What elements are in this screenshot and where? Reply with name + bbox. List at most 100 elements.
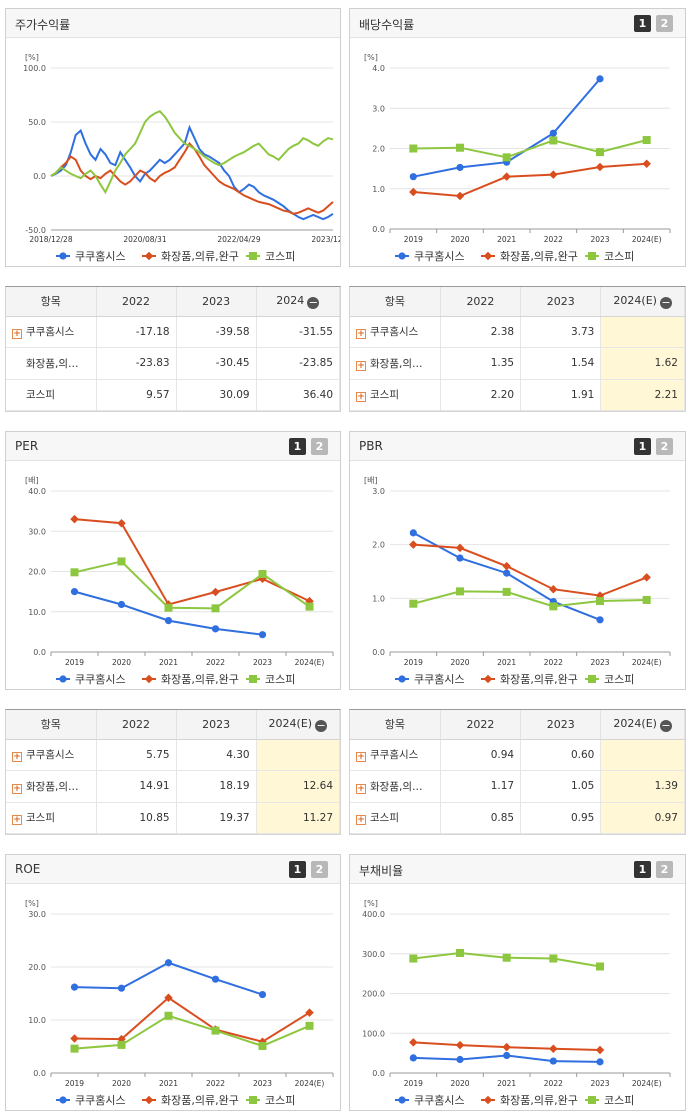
collapse-icon[interactable]: −	[659, 295, 672, 309]
series-3	[409, 136, 651, 162]
y-tick-label: 400.0	[362, 910, 385, 919]
unit-label: [배]	[25, 476, 39, 485]
legend-label: 화장품,의류,완구	[500, 1094, 578, 1107]
data-point	[456, 554, 464, 562]
data-point	[164, 617, 173, 625]
expand-icon[interactable]: +	[356, 752, 366, 763]
table-cell: -23.83	[96, 347, 177, 380]
roe-chart: [%] 30.0 20.0 10.0 0.0 2019 2020 2021 2022 2023 20…	[25, 899, 334, 1107]
page-1-button[interactable]: 1	[289, 861, 306, 878]
table-cell: 2.20	[440, 379, 522, 411]
x-tick-label: 2021	[159, 1079, 178, 1088]
legend-item: 쿠쿠홈시스	[395, 1093, 465, 1107]
legend-label: 화장품,의류,완구	[161, 250, 239, 263]
per-table: 항목 2022 2023 2024(E) − + 쿠쿠홈시스 5.75 4.30 + 화장품,의… 1…	[5, 709, 341, 835]
table-cell: 1.91	[520, 379, 602, 411]
page-1-button[interactable]: 1	[634, 861, 651, 878]
expand-icon[interactable]: +	[12, 752, 22, 763]
panel-title: ROE	[15, 862, 41, 876]
data-point	[70, 983, 79, 991]
x-tick-label: 2020	[450, 235, 469, 244]
data-point	[211, 1026, 220, 1035]
data-point	[549, 129, 557, 137]
expand-icon[interactable]: +	[356, 392, 366, 403]
pbr-panel: PBR 1 2 [배] 3.0 2.0 1.0 0.0 2019 2020 2021 2022 2…	[349, 431, 686, 690]
panel-title: PER	[15, 439, 39, 453]
legend-label: 코스피	[265, 673, 295, 686]
series-line	[74, 518, 310, 606]
legend-item: 화장품,의류,완구	[481, 1094, 578, 1107]
pbr-table: 항목 2022 2023 2024(E) − + 쿠쿠홈시스 0.94 0.60 + 화장품,의… 1…	[349, 709, 686, 835]
collapse-icon[interactable]: −	[315, 718, 328, 732]
table-row: + 화장품,의… 14.91 18.19 12.64	[6, 770, 341, 803]
page-1-button[interactable]: 1	[634, 15, 651, 32]
unit-label: [%]	[25, 899, 39, 908]
x-tick-label: 2023	[590, 1079, 609, 1088]
y-tick-label: 20.0	[28, 963, 46, 972]
legend-item: 화장품,의류,완구	[481, 250, 578, 263]
y-tick-label: 0.0	[372, 1069, 385, 1078]
column-header: 2022	[440, 710, 522, 740]
data-point	[502, 953, 511, 962]
x-tick-label: 2023	[253, 658, 272, 667]
data-point	[549, 954, 558, 963]
page-2-button[interactable]: 2	[311, 438, 328, 455]
panel-header: PER 1 2	[6, 432, 340, 461]
y-tick-label: 10.0	[28, 608, 46, 617]
table-cell: 18.19	[176, 770, 257, 803]
expand-icon[interactable]: +	[356, 815, 366, 826]
column-header: 2024−	[256, 287, 341, 317]
data-point	[305, 1021, 314, 1030]
column-header: 2022	[440, 287, 522, 317]
legend-item: 코스피	[585, 1094, 634, 1107]
series-line	[50, 124, 334, 221]
data-point	[456, 143, 464, 152]
page-1-button[interactable]: 1	[289, 438, 306, 455]
x-tick-label: 2021	[159, 658, 178, 667]
x-tick-label: 2019	[404, 1079, 423, 1088]
y-tick-label: 20.0	[28, 568, 46, 577]
legend-label: 쿠쿠홈시스	[414, 249, 465, 263]
data-point	[164, 1011, 173, 1020]
expand-icon[interactable]: +	[12, 783, 22, 794]
collapse-icon[interactable]: −	[307, 295, 320, 309]
stock-return-panel: 주가수익률 [%] 100.0 50.0 0.0 -50.0 2018/12/28 2020…	[5, 8, 355, 267]
table-cell: 1.39	[600, 770, 685, 803]
x-tick-label: 2022	[544, 658, 563, 667]
column-header: 2022	[96, 287, 177, 317]
data-point	[117, 518, 126, 528]
row-label: + 화장품,의…	[350, 770, 441, 803]
expand-icon[interactable]: +	[356, 360, 366, 371]
table-cell: 0.97	[600, 802, 685, 834]
expand-icon[interactable]: +	[356, 329, 366, 340]
table-cell: 5.75	[96, 739, 177, 771]
data-point	[588, 675, 596, 683]
page-2-button[interactable]: 2	[656, 861, 673, 878]
per-chart: [배] 40.0 30.0 20.0 10.0 0.0 2019 2020 2021 2022 20…	[25, 476, 334, 686]
data-point	[70, 514, 79, 524]
page-2-button[interactable]: 2	[656, 15, 673, 32]
series-1	[409, 529, 604, 624]
column-header: 2023	[520, 287, 602, 317]
x-tick-label: 2019	[404, 235, 423, 244]
expand-icon[interactable]: +	[356, 783, 366, 794]
y-tick-label: 3.0	[372, 104, 385, 113]
collapse-icon[interactable]: −	[659, 718, 672, 732]
data-point	[642, 595, 651, 604]
expand-icon[interactable]: +	[12, 815, 22, 826]
data-point	[258, 1041, 267, 1050]
panel-header: 주가수익률	[6, 9, 340, 38]
page-2-button[interactable]: 2	[311, 861, 328, 878]
page-1-button[interactable]: 1	[634, 438, 651, 455]
expand-icon[interactable]: +	[12, 329, 22, 340]
panel-title: 주가수익률	[15, 18, 71, 32]
legend-item: 코스피	[246, 673, 295, 686]
y-tick-label: 10.0	[28, 1016, 46, 1025]
data-point	[249, 675, 257, 683]
per-panel: PER 1 2 [배] 40.0 30.0 20.0 10.0 0.0 2019 2020 20…	[5, 431, 341, 690]
column-header: 2022	[96, 710, 177, 740]
data-point	[549, 1057, 557, 1065]
panel-header: 배당수익률 1 2	[350, 9, 685, 38]
page-2-button[interactable]: 2	[656, 438, 673, 455]
panel-title: 부채비율	[359, 864, 404, 878]
